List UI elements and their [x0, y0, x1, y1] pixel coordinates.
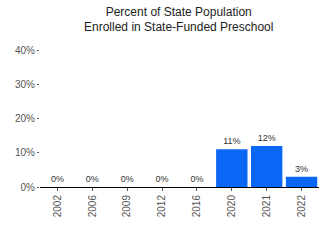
svg-text:0%: 0%: [156, 174, 169, 184]
svg-text:0%: 0%: [86, 174, 99, 184]
svg-text:12%: 12%: [258, 133, 276, 143]
svg-text:2002: 2002: [52, 195, 63, 218]
svg-text:40%: 40%: [15, 45, 35, 56]
svg-text:Percent of State PopulationEnr: Percent of State PopulationEnrolled in S…: [84, 5, 273, 35]
svg-text:2021: 2021: [261, 195, 272, 218]
svg-text:30%: 30%: [15, 79, 35, 90]
svg-text:3%: 3%: [295, 164, 308, 174]
svg-text:2016: 2016: [191, 195, 202, 218]
svg-text:10%: 10%: [15, 147, 35, 158]
svg-text:2006: 2006: [87, 195, 98, 218]
svg-text:0%: 0%: [121, 174, 134, 184]
svg-text:2009: 2009: [121, 195, 132, 218]
svg-text:2020: 2020: [226, 195, 237, 218]
svg-text:0%: 0%: [51, 174, 64, 184]
svg-text:20%: 20%: [15, 113, 35, 124]
svg-text:0%: 0%: [21, 182, 36, 193]
svg-text:2022: 2022: [296, 195, 307, 218]
svg-text:0%: 0%: [190, 174, 203, 184]
svg-text:2012: 2012: [156, 195, 167, 218]
svg-text:11%: 11%: [223, 136, 240, 146]
